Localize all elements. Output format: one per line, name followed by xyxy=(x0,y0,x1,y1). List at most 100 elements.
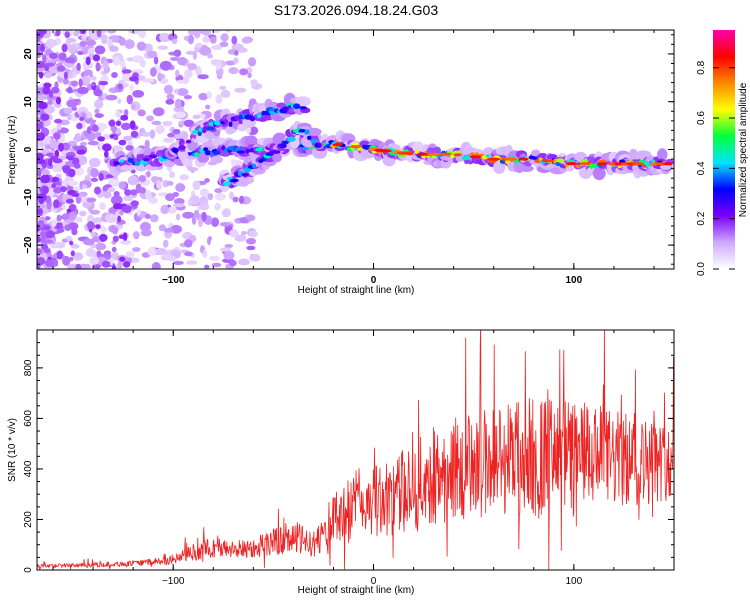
heatmap-blob xyxy=(120,114,129,121)
x-tick-label: −100 xyxy=(162,275,185,286)
heatmap-blob xyxy=(80,196,90,204)
heatmap-blob xyxy=(139,187,146,194)
heatmap-blob xyxy=(299,106,308,110)
heatmap-blob xyxy=(49,139,57,149)
heatmap-blob xyxy=(94,45,106,55)
heatmap-blob xyxy=(351,142,360,146)
heatmap-blob xyxy=(215,94,223,104)
heatmap-blob xyxy=(177,57,188,66)
heatmap-blob xyxy=(129,120,136,130)
heatmap-blob xyxy=(113,135,119,141)
heatmap-blob xyxy=(556,158,565,163)
heatmap-blob xyxy=(221,208,231,218)
heatmap-blob xyxy=(115,161,120,165)
heatmap-blob xyxy=(44,239,54,244)
heatmap-blob xyxy=(143,158,150,162)
heatmap-blob xyxy=(140,229,152,237)
chart-title: S173.2026.094.18.24.G03 xyxy=(274,2,438,18)
heatmap-blob xyxy=(166,93,175,100)
heatmap-blob xyxy=(56,123,62,131)
heatmap-blob xyxy=(87,140,99,146)
heatmap-blob xyxy=(40,113,50,121)
heatmap-blob xyxy=(55,96,62,105)
heatmap-blob xyxy=(129,189,138,196)
heatmap-blob xyxy=(234,87,247,93)
heatmap-blob xyxy=(66,99,78,108)
heatmap-blob xyxy=(201,44,208,52)
heatmap-blob xyxy=(632,162,644,166)
heatmap-blob xyxy=(132,231,140,239)
heatmap-blob xyxy=(118,139,127,146)
heatmap-blob xyxy=(124,39,135,50)
heatmap-blob xyxy=(439,152,452,156)
heatmap-blob xyxy=(232,196,239,203)
heatmap-blob xyxy=(210,217,220,227)
heatmap-blob xyxy=(61,238,68,243)
heatmap-blob xyxy=(136,41,147,51)
heatmap-blob xyxy=(538,157,543,161)
heatmap-blob xyxy=(122,261,131,268)
heatmap-blob xyxy=(236,150,245,154)
heatmap-blob xyxy=(43,225,51,231)
heatmap-blob xyxy=(76,86,89,95)
heatmap-blob xyxy=(97,136,105,142)
heatmap-blob xyxy=(162,180,169,188)
heatmap-blob xyxy=(105,94,118,101)
heatmap-blob xyxy=(103,191,112,199)
heatmap-blob xyxy=(205,104,211,110)
heatmap-blob xyxy=(58,222,63,228)
heatmap-blob xyxy=(44,62,55,67)
y-tick-label: 200 xyxy=(23,511,34,528)
heatmap-blob xyxy=(61,165,71,172)
heatmap-blob xyxy=(171,38,178,45)
heatmap-blob xyxy=(304,129,310,135)
heatmap-blob xyxy=(67,180,79,186)
heatmap-blob xyxy=(84,76,91,85)
heatmap-blob xyxy=(187,198,192,207)
heatmap-blob xyxy=(469,155,482,159)
heatmap-blob xyxy=(295,96,311,107)
heatmap-blob xyxy=(38,101,48,110)
heatmap-blob xyxy=(120,240,131,245)
heatmap-blob xyxy=(89,157,101,168)
heatmap-blob xyxy=(306,127,322,136)
heatmap-blob xyxy=(123,195,133,202)
heatmap-blob xyxy=(199,188,209,198)
heatmap-blob xyxy=(90,168,99,178)
heatmap-blob xyxy=(77,51,84,55)
heatmap-blob xyxy=(93,89,103,97)
heatmap-blob xyxy=(414,149,420,155)
heatmap-blob xyxy=(90,82,96,87)
heatmap-blob xyxy=(63,78,69,85)
heatmap-blob xyxy=(555,161,561,167)
heatmap-blob xyxy=(149,129,156,139)
heatmap-blob xyxy=(92,217,104,224)
heatmap-blob xyxy=(40,43,45,53)
heatmap-blob xyxy=(55,38,61,45)
heatmap-blob xyxy=(146,115,155,122)
heatmap-blob xyxy=(189,195,200,206)
heatmap-blob xyxy=(580,159,589,163)
heatmap-blob xyxy=(64,57,76,64)
heatmap-blob xyxy=(46,100,53,105)
heatmap-blob xyxy=(39,121,44,129)
heatmap-blob xyxy=(37,159,45,165)
heatmap-blob xyxy=(67,86,73,94)
heatmap-blob xyxy=(58,142,64,152)
heatmap-blob xyxy=(246,237,256,245)
heatmap-blob xyxy=(214,202,222,211)
heatmap-blob xyxy=(214,120,221,126)
heatmap-blob xyxy=(132,247,141,252)
heatmap-blob xyxy=(87,221,95,230)
heatmap-blob xyxy=(112,56,121,66)
heatmap-blob xyxy=(211,262,222,268)
heatmap-blob xyxy=(83,238,95,246)
heatmap-blob xyxy=(224,60,236,66)
heatmap-blob xyxy=(170,224,183,234)
heatmap-blob xyxy=(202,30,211,36)
heatmap-blob xyxy=(76,122,83,130)
heatmap-blob xyxy=(127,157,134,163)
heatmap-blob xyxy=(192,114,201,120)
heatmap-blob xyxy=(250,79,258,86)
heatmap-blob xyxy=(44,259,54,268)
